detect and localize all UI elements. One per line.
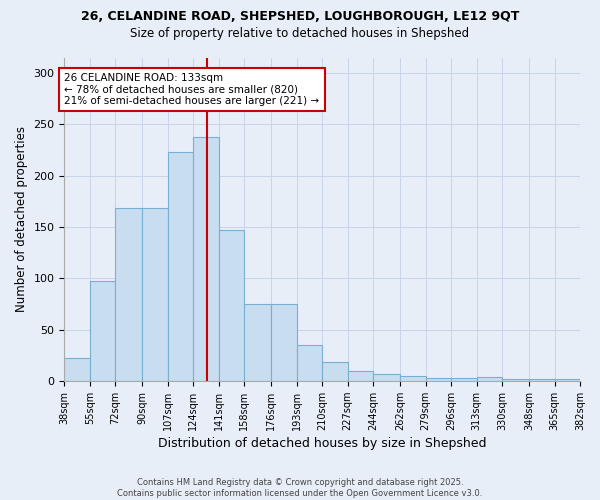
Bar xyxy=(373,374,400,381)
Bar xyxy=(400,376,425,381)
Bar xyxy=(451,378,476,381)
Bar xyxy=(529,379,554,381)
X-axis label: Distribution of detached houses by size in Shepshed: Distribution of detached houses by size … xyxy=(158,437,487,450)
Bar xyxy=(271,304,297,381)
Bar xyxy=(297,345,322,381)
Bar xyxy=(476,376,502,381)
Bar xyxy=(502,379,529,381)
Bar xyxy=(347,370,373,381)
Text: 26, CELANDINE ROAD, SHEPSHED, LOUGHBOROUGH, LE12 9QT: 26, CELANDINE ROAD, SHEPSHED, LOUGHBOROU… xyxy=(81,10,519,23)
Bar xyxy=(64,358,90,381)
Bar xyxy=(168,152,193,381)
Text: Size of property relative to detached houses in Shepshed: Size of property relative to detached ho… xyxy=(130,28,470,40)
Bar xyxy=(142,208,168,381)
Bar xyxy=(244,304,271,381)
Text: 26 CELANDINE ROAD: 133sqm
← 78% of detached houses are smaller (820)
21% of semi: 26 CELANDINE ROAD: 133sqm ← 78% of detac… xyxy=(64,73,320,106)
Bar xyxy=(115,208,142,381)
Text: Contains HM Land Registry data © Crown copyright and database right 2025.
Contai: Contains HM Land Registry data © Crown c… xyxy=(118,478,482,498)
Bar xyxy=(554,379,580,381)
Bar xyxy=(425,378,451,381)
Y-axis label: Number of detached properties: Number of detached properties xyxy=(15,126,28,312)
Bar xyxy=(90,282,115,381)
Bar xyxy=(322,362,347,381)
Bar xyxy=(193,136,219,381)
Bar xyxy=(219,230,244,381)
